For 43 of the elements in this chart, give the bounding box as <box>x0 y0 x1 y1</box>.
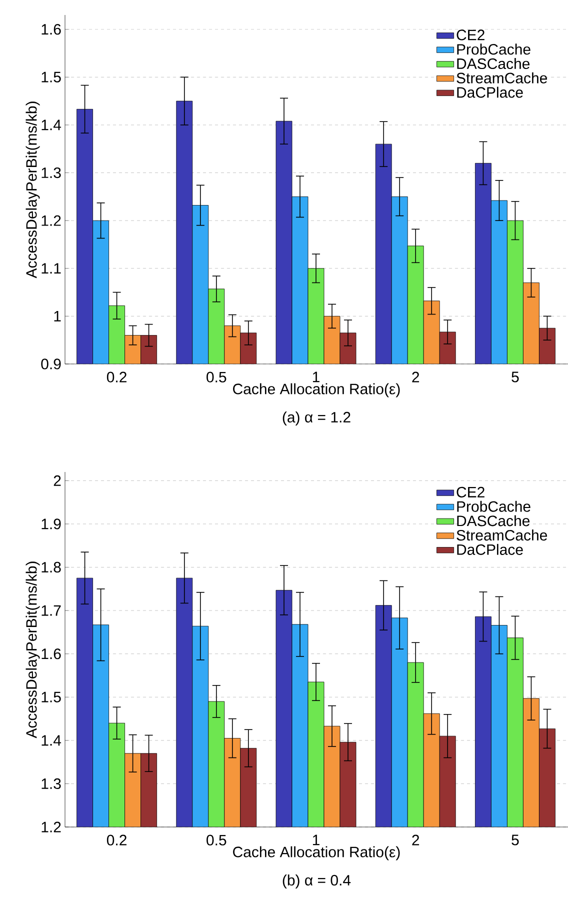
y-tick-label: 1.9 <box>42 518 61 530</box>
y-tick-label: 1.8 <box>42 562 61 573</box>
x-tick-label: 1 <box>312 834 320 846</box>
legend-label: StreamCache <box>456 72 548 84</box>
y-tick-label: 2 <box>54 475 61 486</box>
x-tick-label: 2 <box>412 834 420 846</box>
y-tick-label: 1 <box>54 311 61 322</box>
x-tick-label: 5 <box>512 834 519 846</box>
y-tick-label: 1.5 <box>42 72 61 82</box>
y-tick-label: 1.3 <box>42 167 61 178</box>
text: (a) α = 1.2 <box>282 412 350 426</box>
x-tick-label: 0.2 <box>106 372 126 382</box>
y-tick-label: 1.6 <box>42 648 61 660</box>
legend-label: CE2 <box>456 30 484 40</box>
x-axis-title: Cache Allocation Ratio(ε) <box>233 383 400 398</box>
y-tick-label: 1.4 <box>42 735 62 746</box>
x-tick-label: 5 <box>512 372 519 382</box>
legend-label: CE2 <box>456 486 484 498</box>
x-tick-label: 0.2 <box>106 834 126 846</box>
text: (b) α = 0.4 <box>282 874 351 889</box>
x-axis-title: Cache Allocation Ratio(ε) <box>233 846 400 860</box>
x-tick-label: 2 <box>412 372 420 382</box>
legend-label: DASCache <box>457 515 530 526</box>
x-tick-label: 1 <box>312 372 320 382</box>
x-tick-label: 0.5 <box>206 372 226 382</box>
y-tick-label: 1.7 <box>42 605 61 616</box>
y-tick-label: 1.5 <box>42 692 61 702</box>
y-axis-title: AccessDelayPerBit(ms/kb) <box>26 562 40 738</box>
y-tick-label: 1.1 <box>42 263 61 274</box>
y-axis-title: AccessDelayPerBit(ms/kb) <box>26 102 40 278</box>
y-tick-label: 1.3 <box>42 778 61 790</box>
legend-label: DASCache <box>457 58 530 70</box>
y-tick-label: 0.9 <box>41 358 61 370</box>
legend-label: ProbCache <box>457 500 530 512</box>
legend-label: DaCPlace <box>457 544 523 555</box>
legend-label: ProbCache <box>457 44 530 55</box>
x-tick-label: 0.5 <box>206 834 226 846</box>
y-tick-label: 1.4 <box>42 120 62 130</box>
y-tick-label: 1.2 <box>42 822 61 832</box>
legend-label: DaCPlace <box>457 86 523 98</box>
y-tick-label: 1.2 <box>42 215 61 226</box>
legend-label: StreamCache <box>456 530 548 541</box>
y-tick-label: 1.6 <box>42 24 61 35</box>
